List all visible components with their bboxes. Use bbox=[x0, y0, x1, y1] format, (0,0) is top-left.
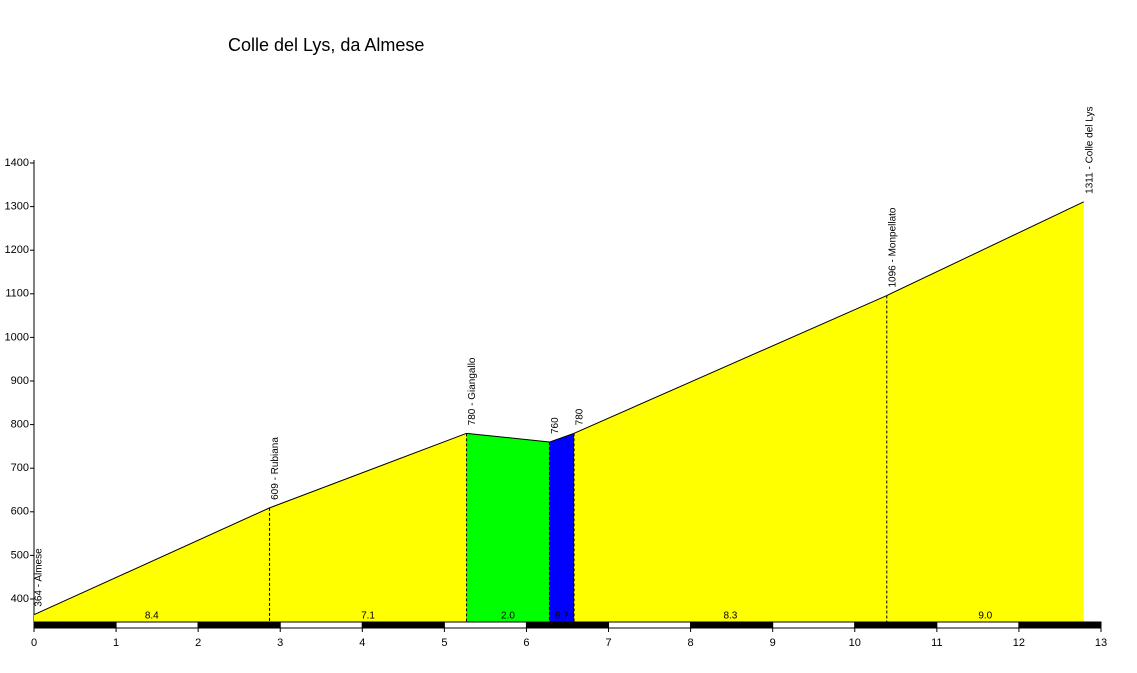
y-tick-label: 400 bbox=[11, 593, 29, 605]
segment-grade: 9.0 bbox=[978, 611, 992, 622]
point-label: 780 bbox=[575, 408, 586, 425]
y-tick-label: 1000 bbox=[5, 331, 29, 343]
x-tick-label: 11 bbox=[931, 637, 942, 649]
profile-line bbox=[549, 432, 575, 443]
y-tick-label: 1300 bbox=[5, 201, 29, 213]
y-tick-label: 1200 bbox=[5, 244, 29, 256]
y-tick-label: 600 bbox=[11, 506, 29, 518]
km-band bbox=[115, 621, 199, 629]
segment-grade: 6.7 bbox=[555, 611, 569, 622]
km-band bbox=[33, 621, 117, 629]
y-tick-label: 800 bbox=[11, 419, 29, 431]
x-tick-label: 0 bbox=[31, 637, 37, 649]
x-tick-label: 7 bbox=[605, 637, 611, 649]
segment bbox=[549, 433, 575, 622]
x-tick-label: 9 bbox=[770, 637, 776, 649]
segment bbox=[34, 507, 270, 622]
profile-line bbox=[573, 295, 887, 434]
x-tick-label: 2 bbox=[195, 637, 201, 649]
x-tick-label: 1 bbox=[113, 637, 119, 649]
km-band bbox=[279, 621, 363, 629]
x-tick-label: 6 bbox=[523, 637, 529, 649]
segment-grade: 8.4 bbox=[145, 611, 159, 622]
x-tick-label: 8 bbox=[688, 637, 694, 649]
segment-grade: 7.1 bbox=[361, 611, 375, 622]
profile-line bbox=[466, 432, 550, 443]
y-tick-label: 900 bbox=[11, 375, 29, 387]
segment-grade: 2.0 bbox=[501, 611, 515, 622]
km-band bbox=[854, 621, 938, 629]
segment bbox=[574, 295, 887, 622]
x-tick-label: 12 bbox=[1013, 637, 1025, 649]
chart-title: Colle del Lys, da Almese bbox=[228, 35, 424, 55]
point-label: 780 - Giangallo bbox=[467, 357, 478, 425]
x-tick-label: 13 bbox=[1095, 637, 1107, 649]
y-tick-label: 700 bbox=[11, 462, 29, 474]
x-tick-label: 5 bbox=[441, 637, 447, 649]
segment bbox=[886, 201, 1084, 622]
y-tick-label: 500 bbox=[11, 549, 29, 561]
x-tick-label: 10 bbox=[849, 637, 861, 649]
x-tick-label: 3 bbox=[277, 637, 283, 649]
km-band bbox=[690, 621, 774, 629]
km-band bbox=[608, 621, 692, 629]
profile-line bbox=[886, 201, 1084, 296]
km-band bbox=[197, 621, 281, 629]
x-tick-label: 4 bbox=[359, 637, 365, 649]
point-label: 364 - Almese bbox=[34, 548, 45, 607]
profile-line bbox=[269, 432, 467, 509]
km-band bbox=[443, 621, 527, 629]
km-band bbox=[1018, 621, 1102, 629]
segment bbox=[466, 433, 550, 622]
y-tick-label: 1400 bbox=[5, 157, 29, 169]
km-band bbox=[936, 621, 1020, 629]
segment bbox=[269, 433, 467, 622]
point-label: 609 - Rubiana bbox=[270, 437, 281, 500]
point-label: 1096 - Monpellato bbox=[887, 207, 898, 287]
profile-line bbox=[33, 507, 270, 616]
segment-grade: 8.3 bbox=[723, 611, 737, 622]
point-label: 1311 - Colle del Lys bbox=[1084, 107, 1095, 194]
km-band bbox=[361, 621, 445, 629]
km-band bbox=[772, 621, 856, 629]
km-band bbox=[525, 621, 610, 629]
y-tick-label: 1100 bbox=[5, 288, 29, 300]
point-label: 760 bbox=[550, 417, 561, 434]
